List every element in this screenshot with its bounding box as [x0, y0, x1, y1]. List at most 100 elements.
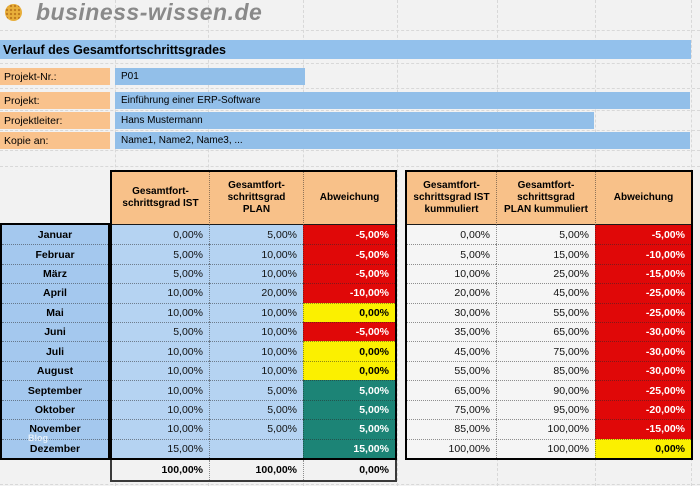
gridline [0, 88, 700, 89]
cell-ist[interactable]: 5,00% [112, 263, 209, 284]
cell-ist[interactable]: 10,00% [112, 399, 209, 420]
cell-abweichung[interactable]: 5,00% [303, 380, 395, 400]
cell-plan-kumuliert[interactable]: 85,00% [496, 360, 595, 381]
month-label: August [2, 360, 108, 380]
month-label: März [2, 263, 108, 283]
total-abweichung[interactable]: 0,00% [303, 460, 395, 480]
header-ist-kumuliert: Gesamtfort- schrittsgrad IST kummuliert [407, 172, 496, 225]
project-lead-field[interactable]: Hans Mustermann [115, 112, 594, 129]
cell-abweichung-kumuliert[interactable]: -25,00% [595, 380, 691, 400]
cell-abweichung[interactable]: 15,00% [303, 438, 395, 458]
cell-ist[interactable]: 10,00% [112, 419, 209, 439]
cell-ist-kumuliert[interactable]: 10,00% [407, 263, 496, 284]
project-name-label: Projekt: [0, 92, 110, 109]
cell-abweichung-kumuliert[interactable]: -30,00% [595, 360, 691, 381]
cell-ist[interactable]: 0,00% [112, 225, 209, 245]
cell-plan[interactable]: 5,00% [209, 225, 303, 245]
cell-abweichung[interactable]: -10,00% [303, 283, 395, 303]
header-ist: Gesamtfort- schrittsgrad IST [112, 172, 209, 225]
cell-plan[interactable] [209, 438, 303, 458]
project-number-label: Projekt-Nr.: [0, 68, 110, 85]
cell-ist[interactable]: 10,00% [112, 341, 209, 361]
cell-plan-kumuliert[interactable]: 100,00% [496, 419, 595, 439]
cell-abweichung-kumuliert[interactable]: -25,00% [595, 302, 691, 323]
month-label: November [2, 419, 108, 438]
gridline [0, 30, 700, 31]
cell-ist[interactable]: 10,00% [112, 380, 209, 400]
cell-ist-kumuliert[interactable]: 35,00% [407, 322, 496, 342]
cell-ist-kumuliert[interactable]: 30,00% [407, 302, 496, 323]
cell-abweichung-kumuliert[interactable]: 0,00% [595, 438, 691, 458]
header-plan-kumuliert: Gesamtfort- schrittsgrad PLAN kummuliert [496, 172, 595, 225]
cell-abweichung[interactable]: -5,00% [303, 263, 395, 284]
cell-abweichung-kumuliert[interactable]: -15,00% [595, 419, 691, 439]
cell-ist[interactable]: 15,00% [112, 438, 209, 458]
cell-abweichung[interactable]: -5,00% [303, 225, 395, 245]
cell-plan-kumuliert[interactable]: 15,00% [496, 244, 595, 264]
cell-plan-kumuliert[interactable]: 75,00% [496, 341, 595, 361]
cell-ist[interactable]: 10,00% [112, 360, 209, 381]
cell-abweichung-kumuliert[interactable]: -30,00% [595, 341, 691, 361]
cell-ist[interactable]: 10,00% [112, 302, 209, 323]
cell-ist[interactable]: 10,00% [112, 283, 209, 303]
cell-ist-kumuliert[interactable]: 55,00% [407, 360, 496, 381]
cell-ist-kumuliert[interactable]: 100,00% [407, 438, 496, 458]
watermark: Blog [28, 433, 48, 443]
month-label: Dezember [2, 438, 108, 458]
cell-ist[interactable]: 5,00% [112, 244, 209, 264]
cell-plan[interactable]: 5,00% [209, 399, 303, 420]
cell-plan-kumuliert[interactable]: 45,00% [496, 283, 595, 303]
cell-ist-kumuliert[interactable]: 5,00% [407, 244, 496, 264]
total-ist[interactable]: 100,00% [112, 460, 209, 480]
cell-ist-kumuliert[interactable]: 65,00% [407, 380, 496, 400]
cell-abweichung-kumuliert[interactable]: -10,00% [595, 244, 691, 264]
cell-plan[interactable]: 10,00% [209, 360, 303, 381]
cell-abweichung-kumuliert[interactable]: -25,00% [595, 283, 691, 303]
cell-ist-kumuliert[interactable]: 0,00% [407, 225, 496, 245]
brand-name: business-wissen.de [36, 0, 263, 25]
header-abweichung: Abweichung [595, 172, 691, 225]
gridline [0, 166, 700, 167]
cell-abweichung[interactable]: 0,00% [303, 302, 395, 323]
cell-ist-kumuliert[interactable]: 85,00% [407, 419, 496, 439]
cell-ist-kumuliert[interactable]: 45,00% [407, 341, 496, 361]
cell-abweichung-kumuliert[interactable]: -30,00% [595, 322, 691, 342]
cell-plan[interactable]: 20,00% [209, 283, 303, 303]
totals-row: 100,00% 100,00% 0,00% [110, 460, 397, 482]
gridline [0, 484, 700, 485]
cell-plan[interactable]: 10,00% [209, 263, 303, 284]
cell-abweichung-kumuliert[interactable]: -15,00% [595, 263, 691, 284]
cell-plan[interactable]: 5,00% [209, 380, 303, 400]
cell-ist-kumuliert[interactable]: 75,00% [407, 399, 496, 420]
cell-plan[interactable]: 10,00% [209, 341, 303, 361]
cell-abweichung-kumuliert[interactable]: -5,00% [595, 225, 691, 245]
cell-abweichung[interactable]: 5,00% [303, 399, 395, 420]
cell-abweichung[interactable]: -5,00% [303, 244, 395, 264]
cell-abweichung-kumuliert[interactable]: -20,00% [595, 399, 691, 420]
cell-plan[interactable]: 5,00% [209, 419, 303, 439]
cell-plan[interactable]: 10,00% [209, 244, 303, 264]
project-name-field[interactable]: Einführung einer ERP-Software [115, 92, 690, 109]
copy-to-field[interactable]: Name1, Name2, Name3, ... [115, 132, 690, 149]
total-plan[interactable]: 100,00% [209, 460, 303, 480]
cell-plan-kumuliert[interactable]: 55,00% [496, 302, 595, 323]
cell-abweichung[interactable]: 0,00% [303, 360, 395, 381]
project-lead-label: Projektleiter: [0, 112, 110, 129]
month-label: April [2, 283, 108, 302]
cell-plan-kumuliert[interactable]: 5,00% [496, 225, 595, 245]
month-label: Februar [2, 244, 108, 263]
cell-plan[interactable]: 10,00% [209, 322, 303, 342]
cell-plan-kumuliert[interactable]: 90,00% [496, 380, 595, 400]
cell-abweichung[interactable]: -5,00% [303, 322, 395, 342]
cell-ist[interactable]: 5,00% [112, 322, 209, 342]
cell-plan-kumuliert[interactable]: 100,00% [496, 438, 595, 458]
month-label: Mai [2, 302, 108, 322]
project-number-field[interactable]: P01 [115, 68, 305, 85]
cell-plan-kumuliert[interactable]: 95,00% [496, 399, 595, 420]
cell-plan[interactable]: 10,00% [209, 302, 303, 323]
cell-abweichung[interactable]: 0,00% [303, 341, 395, 361]
cell-abweichung[interactable]: 5,00% [303, 419, 395, 439]
cell-plan-kumuliert[interactable]: 65,00% [496, 322, 595, 342]
cell-plan-kumuliert[interactable]: 25,00% [496, 263, 595, 284]
cell-ist-kumuliert[interactable]: 20,00% [407, 283, 496, 303]
